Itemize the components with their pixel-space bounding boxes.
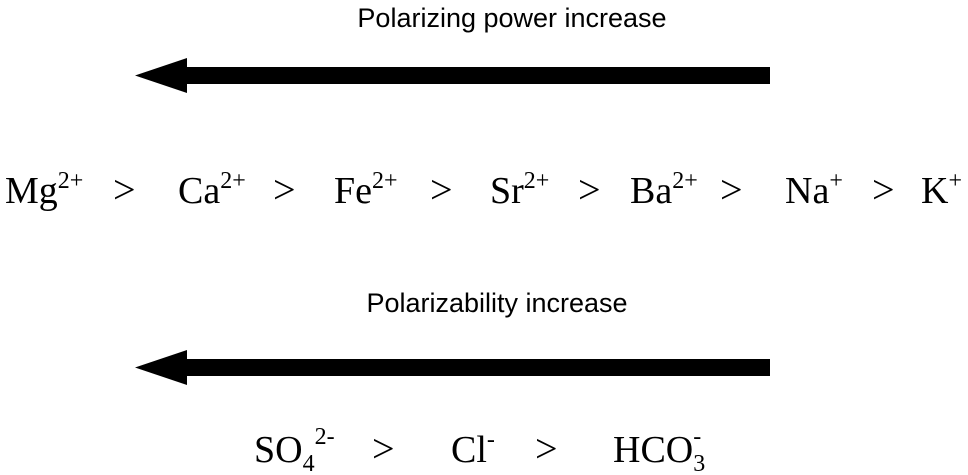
top-label: Polarizing power increase [357, 3, 666, 33]
separator: > [578, 167, 601, 212]
ion: Cl- [451, 427, 495, 471]
ion-superscript: 2+ [672, 168, 698, 194]
ion-base: Cl [451, 429, 487, 471]
ion-superscript: 2- [315, 424, 335, 450]
top-arrow [135, 58, 770, 93]
ion-superscript: 2+ [372, 168, 398, 194]
bottom-arrow [135, 350, 770, 385]
ion-subscript: 4 [303, 451, 315, 475]
ion-subscript: 3 [693, 451, 705, 475]
separator: > [872, 167, 895, 212]
ion-base: Mg [5, 170, 58, 212]
ion-superscript: 2+ [58, 168, 84, 194]
separator: > [430, 167, 453, 212]
ion-base: Na [785, 170, 829, 212]
ion-base: Fe [334, 170, 372, 212]
separator: > [535, 426, 558, 471]
ion: Ba2+ [630, 168, 698, 212]
ion: Mg2+ [5, 168, 83, 212]
ion-superscript: + [829, 168, 843, 194]
separator: > [113, 167, 136, 212]
ion-base: Ba [630, 170, 672, 212]
ion: Na+ [785, 168, 843, 212]
ion-superscript: + [948, 168, 962, 194]
ion-superscript: 2+ [524, 168, 550, 194]
ion-base: K [921, 170, 949, 212]
bottom-label: Polarizability increase [366, 288, 627, 318]
ion-superscript: 2+ [220, 168, 246, 194]
ion-base: SO [254, 429, 303, 471]
separator: > [720, 167, 743, 212]
ion-base: Ca [178, 170, 220, 212]
ion: K+ [921, 168, 962, 212]
ion-base: Sr [490, 170, 524, 212]
ion: SO42- [254, 424, 335, 475]
ion-superscript: - [487, 427, 495, 453]
separator: > [372, 426, 395, 471]
ion: Sr2+ [490, 168, 549, 212]
ion-superscript: - [693, 424, 701, 450]
ion: Fe2+ [334, 168, 398, 212]
ion: Ca2+ [178, 168, 246, 212]
ion: HCO3- [613, 424, 705, 475]
ion-base: HCO [613, 429, 693, 471]
separator: > [273, 167, 296, 212]
